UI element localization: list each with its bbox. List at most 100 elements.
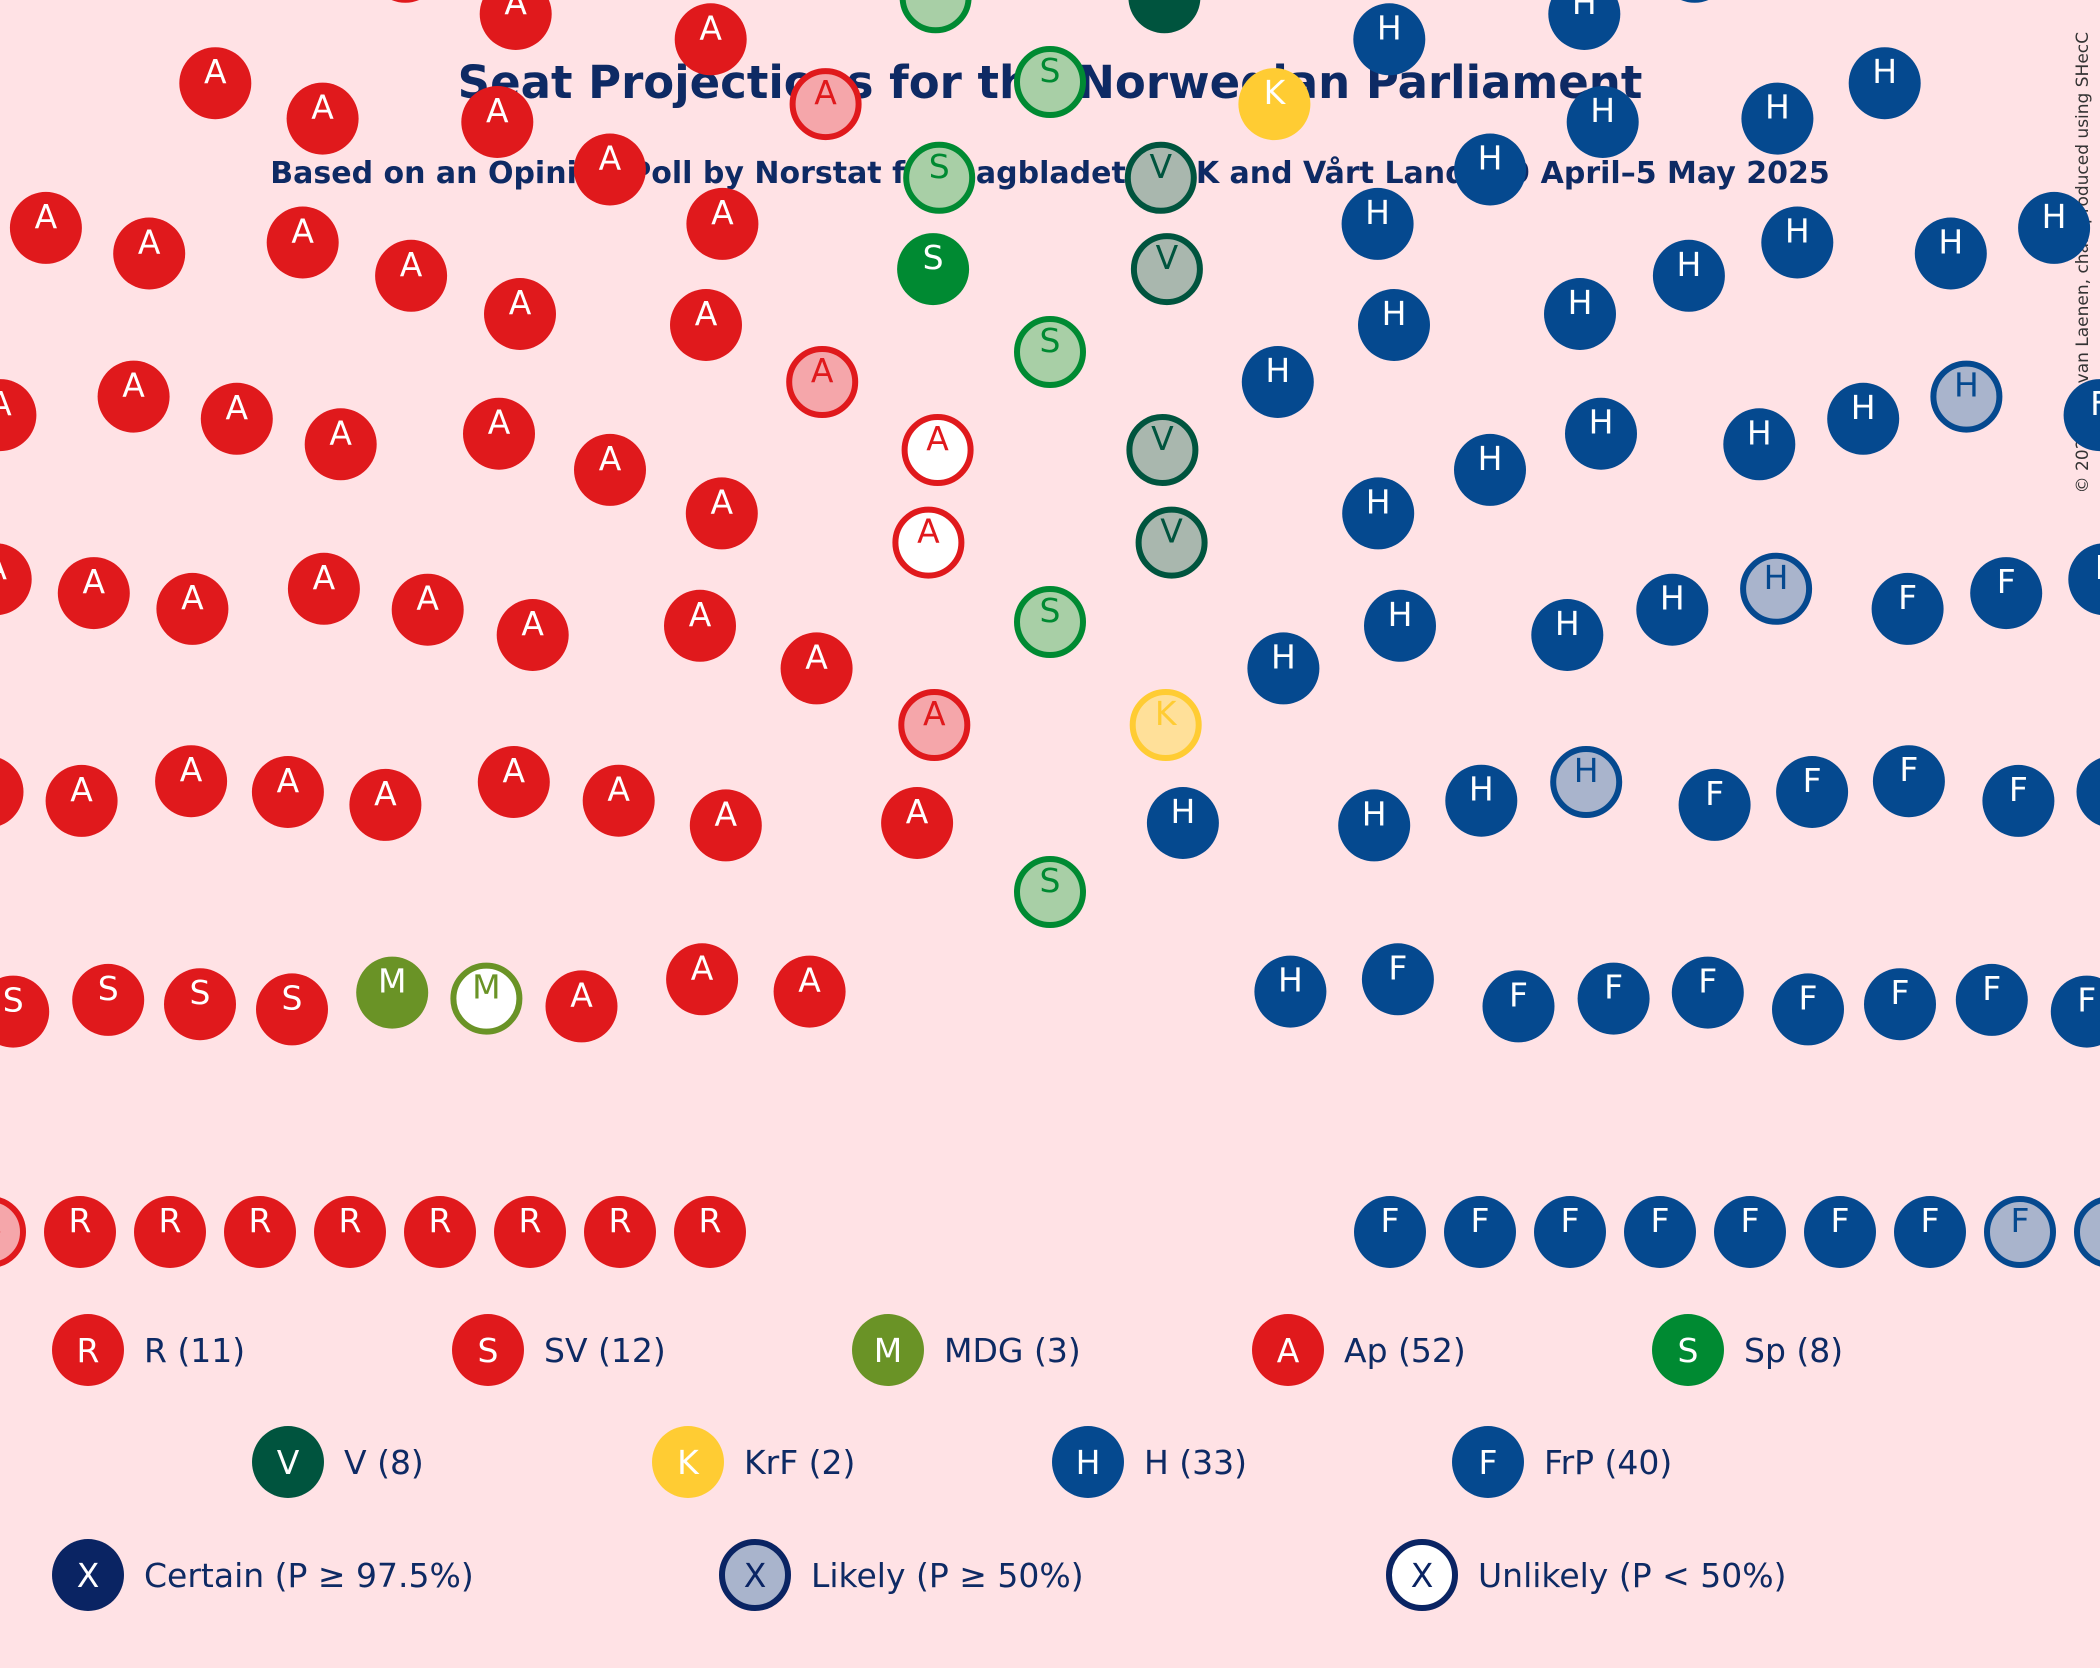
seat-letter: A	[291, 212, 314, 251]
legend-label: FrP (40)	[1544, 1443, 1672, 1482]
seat-letter: H	[1382, 294, 1407, 333]
seat-letter: A	[311, 88, 334, 127]
seat-letter: A	[509, 283, 532, 322]
seat-letter: H	[1954, 366, 1979, 405]
seat-letter: H	[1555, 604, 1580, 643]
seat-ap-certain: A	[0, 543, 32, 615]
seat-letter: A	[711, 482, 734, 521]
seat-frp-certain: F	[1864, 968, 1936, 1040]
seat-letter: R	[429, 1201, 452, 1240]
seat-letter: H	[2042, 197, 2067, 236]
seat-letter: V	[1160, 512, 1183, 551]
seat-sv-certain: S	[164, 968, 236, 1040]
seat-ap-certain: A	[664, 590, 736, 662]
seat-ap-certain: A	[375, 240, 447, 312]
seat-letter: A	[313, 558, 336, 597]
seat-sp-likely: S	[1017, 859, 1083, 925]
seat-letter: H	[1568, 283, 1593, 322]
seat-ap-likely: A	[793, 71, 859, 137]
seat-frp-certain: F	[1483, 970, 1555, 1042]
seat-letter: F	[1381, 1201, 1400, 1240]
seat-h-certain: H	[1723, 408, 1795, 480]
seat-krf-certain: K	[1238, 68, 1310, 140]
seat-letter: H	[1469, 770, 1494, 809]
seat-letter: H	[1574, 751, 1599, 790]
seat-sp-likely: S	[1017, 589, 1083, 655]
seat-v-likely: V	[1139, 510, 1205, 576]
seat-h-certain: H	[1342, 188, 1414, 260]
seat-letter: A	[374, 774, 397, 813]
seat-ap-certain: A	[305, 408, 377, 480]
seat-frp-certain: F	[1578, 963, 1650, 1035]
seat-ap-unlikely: A	[895, 510, 961, 576]
seat-letter: R	[609, 1201, 632, 1240]
seat-letter: S	[190, 973, 211, 1012]
seat-letter: F	[1698, 962, 1717, 1001]
seat-ap-certain: A	[497, 599, 569, 671]
seat-letter: A	[814, 73, 837, 112]
seat-h-certain: H	[1659, 0, 1731, 3]
seat-ap-certain: A	[392, 574, 464, 646]
seat-letter: A	[416, 579, 439, 618]
seat-mdg-certain: M	[356, 957, 428, 1029]
seat-letter: A	[204, 52, 227, 91]
seat-v-likely: V	[1134, 236, 1200, 302]
seat-h-certain: H	[1548, 0, 1620, 50]
seat-letter: F	[2009, 770, 2028, 809]
seat-r-certain: R	[134, 1196, 206, 1268]
seat-letter: H	[1362, 794, 1387, 833]
seat-frp-certain: F	[1804, 1196, 1876, 1268]
seat-frp-certain: F	[1444, 1196, 1516, 1268]
seat-sv-certain: S	[0, 976, 49, 1048]
seat-letter: A	[570, 975, 593, 1014]
seat-letter: K	[1155, 694, 1178, 733]
seat-h-likely: H	[1553, 749, 1619, 815]
seat-ap-certain: A	[484, 278, 556, 350]
seat-frp-certain: F	[1873, 745, 1945, 817]
seat-ap-certain: A	[774, 956, 846, 1028]
seat-ap-certain: A	[46, 765, 118, 837]
seat-frp-certain: F	[1679, 769, 1751, 841]
legend-label: Ap (52)	[1344, 1331, 1466, 1370]
seat-letter: A	[917, 512, 940, 551]
seat-letter: K	[1264, 73, 1287, 112]
seat-letter: V	[277, 1443, 300, 1482]
seat-ap-likely: A	[789, 349, 855, 415]
legend-label: SV (12)	[544, 1331, 666, 1370]
seat-krf-likely: K	[1133, 692, 1199, 758]
seat-letter: R	[77, 1331, 100, 1370]
seat-h-certain: H	[1247, 632, 1319, 704]
seat-letter: A	[329, 413, 352, 452]
seat-r-certain: R	[314, 1196, 386, 1268]
seat-frp-certain: F	[2077, 756, 2100, 828]
seat-h-certain: H	[1445, 765, 1517, 837]
seat-h-certain: H	[1915, 218, 1987, 290]
legend-label: KrF (2)	[744, 1443, 855, 1482]
seat-letter: X	[744, 1556, 767, 1595]
seat-ap-certain: A	[686, 188, 758, 260]
seat-h-certain: H	[1342, 477, 1414, 549]
seat-ap-certain: A	[179, 47, 251, 119]
seat-sp-likely: S	[903, 0, 969, 30]
seat-letter: H	[1377, 8, 1402, 47]
seat-letter: K	[677, 1443, 700, 1482]
seat-letter: A	[486, 91, 509, 130]
seat-letter: H	[1676, 245, 1701, 284]
seat-letter: A	[711, 193, 734, 232]
legend-item-krf: K KrF (2)	[652, 1426, 855, 1498]
seat-letter: A	[811, 351, 834, 390]
seat-letter: F	[2095, 548, 2100, 587]
seat-h-certain: H	[1849, 47, 1921, 119]
seat-letter: S	[1678, 1331, 1699, 1370]
seat-letter: A	[695, 294, 718, 333]
seat-letter: S	[3, 981, 24, 1020]
seat-frp-certain: F	[1362, 943, 1434, 1015]
seat-letter: H	[1365, 193, 1390, 232]
